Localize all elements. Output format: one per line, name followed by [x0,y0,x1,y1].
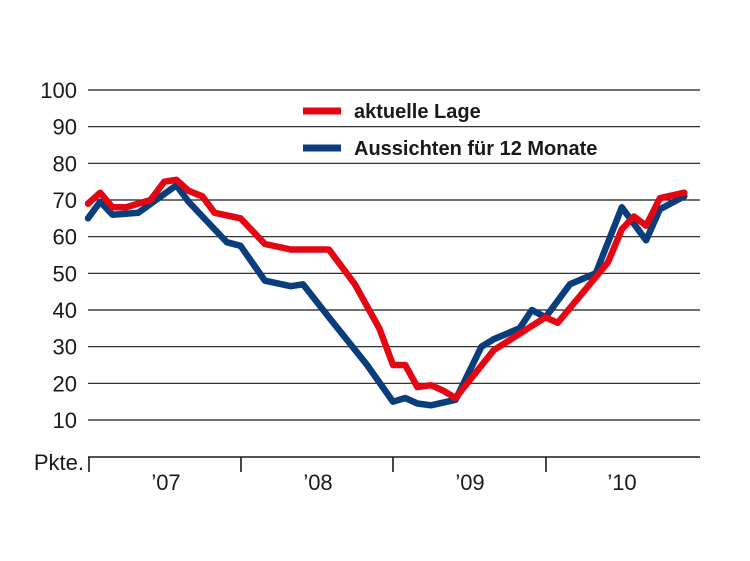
series-lines [84,176,688,409]
x-tick-label-1: ’08 [303,470,332,495]
y-tick-label-90: 90 [53,115,77,140]
y-tick-label-70: 70 [53,188,77,213]
legend-label-aussichten: Aussichten für 12 Monate [354,138,597,160]
x-tick-label-0: ’07 [151,470,180,495]
series-line-aussichten [84,182,688,409]
y-tick-label-20: 20 [53,371,77,396]
y-tick-label-50: 50 [53,261,77,286]
y-tick-label-40: 40 [53,298,77,323]
legend-label-aktuelle-lage: aktuelle Lage [354,101,481,123]
y-unit-label: Pkte. [34,450,84,475]
y-tick-label-10: 10 [53,408,77,433]
x-tick-label-2: ’09 [455,470,484,495]
legend: aktuelle Lage Aussichten für 12 Monate [303,101,597,160]
x-axis: ’07 ’08 ’09 ’10 [88,456,700,495]
y-tick-label-100: 100 [40,78,77,103]
y-tick-label-60: 60 [53,225,77,250]
x-tick-label-3: ’10 [607,470,636,495]
y-axis-ticks: 10 20 30 40 50 60 70 80 90 100 [40,78,77,433]
y-tick-label-30: 30 [53,335,77,360]
y-tick-label-80: 80 [53,151,77,176]
series-line-aktuelle-lage [84,176,688,402]
